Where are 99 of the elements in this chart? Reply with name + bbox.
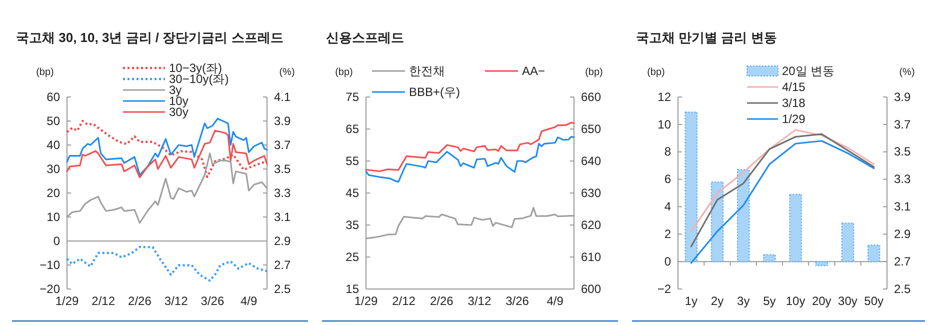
legend-label: 10−3y(좌) [169,61,222,75]
y2-tick-label: 3.5 [894,144,912,159]
y-tick-label: 10 [46,210,60,224]
y2-tick-label: 2.5 [894,282,912,296]
y-tick-label: 15 [346,282,360,296]
x-tick-label: 4/9 [546,294,564,308]
y2-tick-label: 2.5 [274,282,292,296]
bar [763,254,776,262]
chart-title: 국고채 30, 10, 3년 금리 / 장단기금리 스프레드 [16,30,284,45]
y2-tick-label: 3.1 [894,200,912,214]
y2-tick-label: 3.3 [894,172,912,186]
line-series [690,140,875,264]
legend-label: 20일 변동 [782,64,835,78]
y-tick-label: −20 [40,282,60,296]
y-tick-label: 25 [346,250,360,264]
y-tick-label: 40 [46,138,60,152]
y2-tick-label: 3.1 [274,210,292,224]
y-axis-title: (bp) [647,67,665,78]
y-tick-label: 4 [664,200,672,214]
legend-label: BBB+(우) [409,85,460,99]
x-tick-label: 2/26 [430,294,454,308]
legend-label: AA− [522,64,546,78]
bar [815,261,828,266]
y2-tick-label: 3.9 [274,114,292,128]
y-tick-label: −10 [40,258,60,272]
y2-tick-label: 620 [581,218,602,232]
y-tick-label: 0 [53,234,60,248]
bar [684,112,698,262]
x-tick-label: 50y [864,294,884,308]
y2-tick-label: 600 [581,282,602,296]
x-tick-label: 30y [838,294,858,308]
y-tick-label: 10 [658,117,672,132]
y2-tick-label: 630 [581,186,602,200]
y-tick-label: 75 [346,90,360,104]
y2-axis-title: (bp) [585,67,603,78]
x-tick-label: 1/29 [55,294,79,308]
x-tick-label: 5y [763,294,776,308]
y-tick-label: 35 [346,218,360,232]
line-series [365,136,575,183]
y-tick-label: 12 [658,90,672,104]
x-tick-label: 2/26 [128,294,152,308]
x-tick-label: 3/26 [506,294,530,308]
y-tick-label: 20 [46,186,60,200]
x-tick-label: 3/12 [468,294,492,308]
y2-axis-title: (%) [279,67,295,78]
y-axis-title: (bp) [335,67,353,78]
legend-label: 3/18 [782,96,806,110]
y2-tick-label: 2.7 [274,258,292,272]
y-tick-label: 65 [346,122,360,136]
y2-tick-label: 660 [581,90,602,104]
legend-label: 3y [169,83,182,97]
y-tick-label: 55 [346,154,360,168]
bar [789,194,802,262]
legend-label: 1/29 [782,112,806,126]
line-series [66,246,268,282]
bar [867,244,880,262]
line-series [365,122,575,172]
x-tick-label: 2/12 [92,294,116,308]
x-tick-label: 3/12 [164,294,188,308]
line-series [690,133,875,248]
x-tick-label: 20y [812,294,832,308]
y2-tick-label: 610 [581,250,602,264]
chart-title: 국고채 만기별 금리 변동 [636,30,777,45]
x-tick-label: 3/26 [200,294,224,308]
legend-label: 한전채 [409,64,445,78]
y2-tick-label: 2.7 [894,254,912,268]
legend-label: 4/15 [782,80,806,94]
x-tick-label: 3y [737,294,750,308]
y-tick-label: 30 [46,162,60,176]
y-tick-label: 45 [346,186,360,200]
x-tick-label: 1/29 [354,294,378,308]
y2-tick-label: 3.7 [274,138,292,152]
y-tick-label: 60 [46,90,60,104]
y-tick-label: 0 [664,254,672,268]
y2-tick-label: 3.5 [274,162,292,176]
x-tick-label: 4/9 [240,294,258,308]
x-tick-label: 2y [710,294,724,308]
y2-tick-label: 3.7 [894,117,912,132]
bar [841,222,854,262]
y2-tick-label: 650 [581,122,602,136]
bar [736,169,750,262]
x-tick-label: 2/12 [392,294,416,308]
y-tick-label: 8 [664,144,672,159]
y-tick-label: 2 [664,226,672,241]
y2-tick-label: 2.9 [894,226,912,241]
y2-tick-label: 3.3 [274,186,292,200]
chart-title: 신용스프레드 [326,30,404,45]
y-tick-label: −2 [657,282,672,296]
y2-tick-label: 2.9 [274,234,292,248]
line-series [690,129,875,232]
y-axis-title: (bp) [36,67,54,78]
y2-axis-title: (%) [899,67,915,78]
y-tick-label: 6 [664,172,672,186]
y2-tick-label: 640 [581,154,602,168]
y-tick-label: 50 [46,114,60,128]
y2-tick-label: 3.9 [894,90,912,104]
x-tick-label: 10y [786,294,806,308]
x-tick-label: 1y [684,294,698,308]
y2-tick-label: 4.1 [274,90,292,104]
